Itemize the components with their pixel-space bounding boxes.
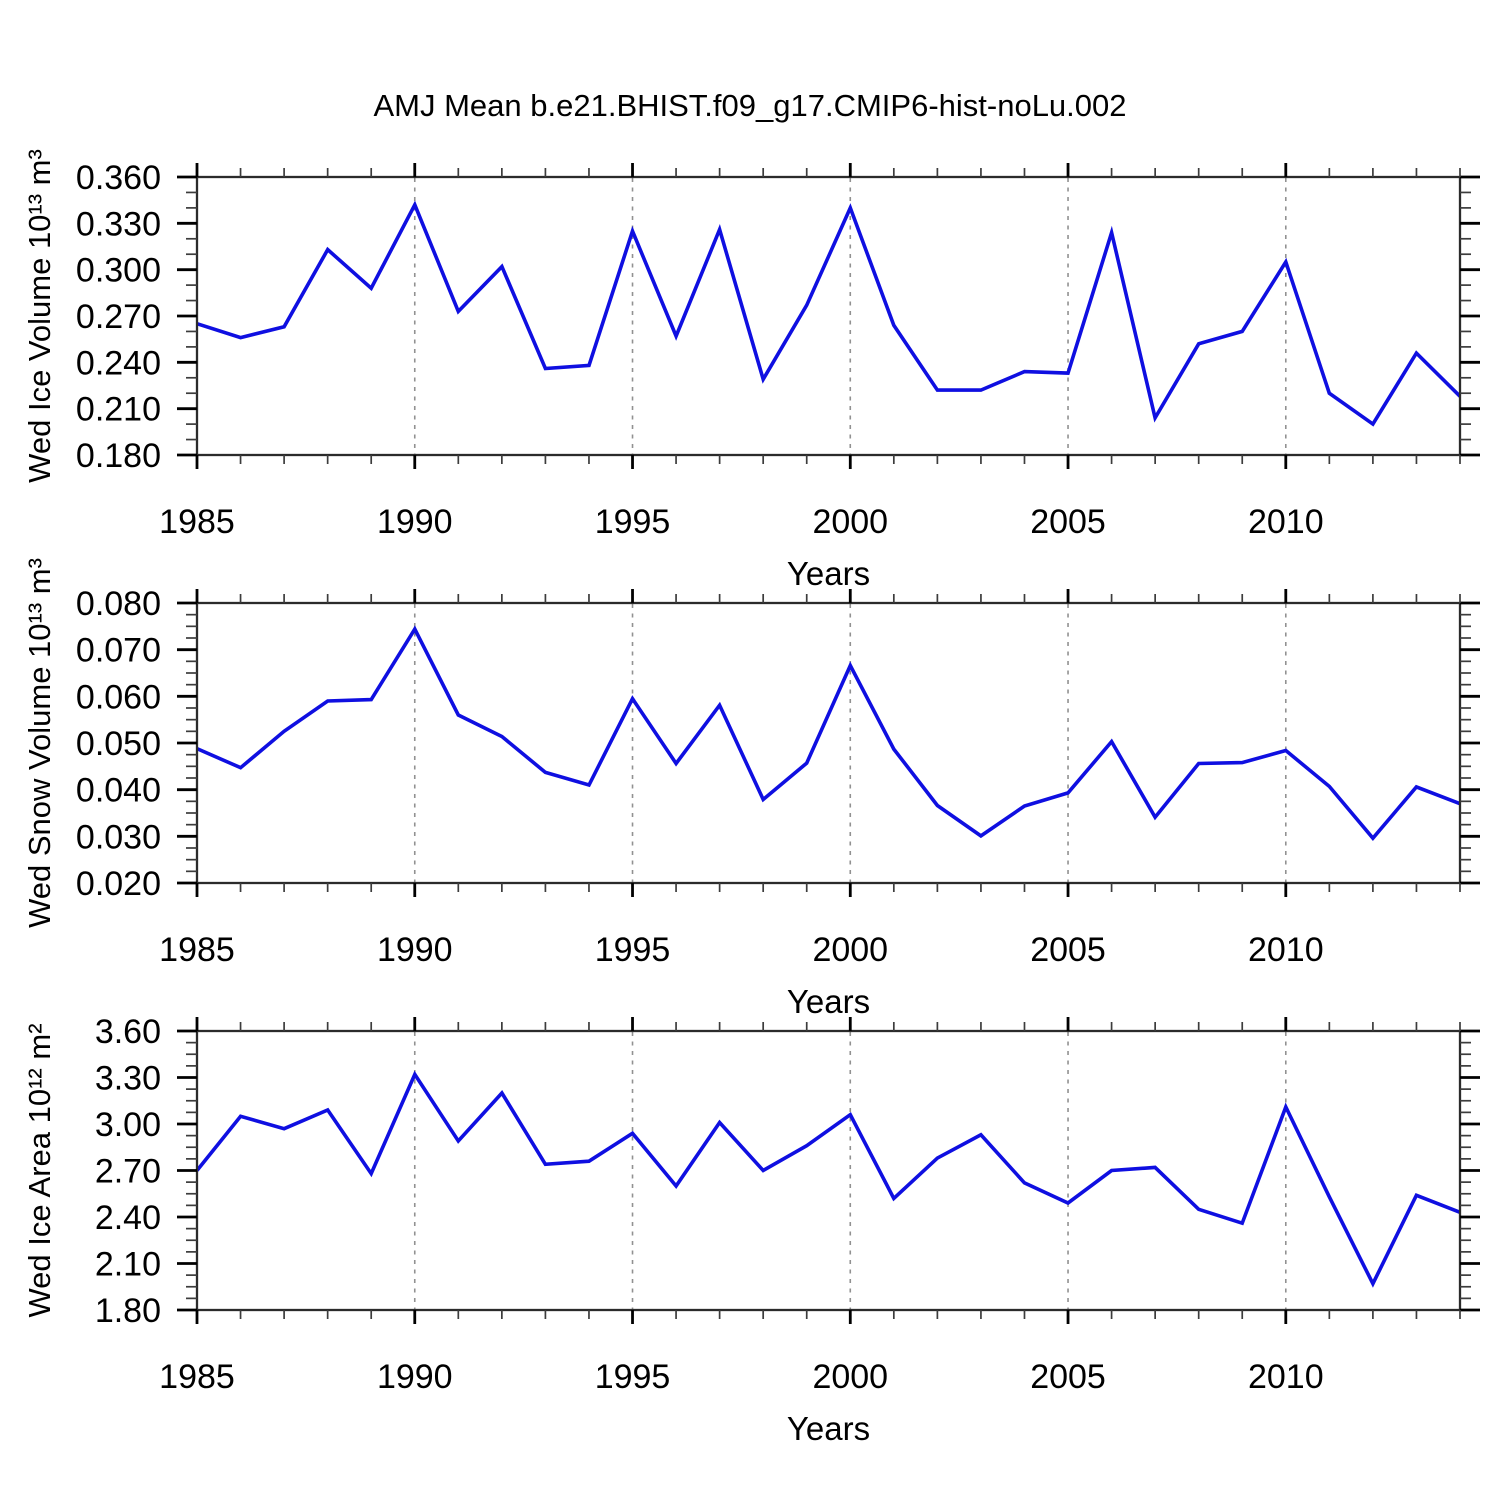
y-tick-label: 0.330 bbox=[76, 205, 161, 243]
y-tick-label: 0.040 bbox=[76, 772, 161, 810]
y-tick-label: 2.70 bbox=[95, 1153, 161, 1191]
x-tick-label: 2000 bbox=[812, 931, 888, 969]
x-axis: 1985 1990 1995 2000 2005 2010 Years bbox=[159, 1017, 1461, 1447]
x-tick-label: 2010 bbox=[1248, 1358, 1324, 1396]
x-tick-label: 1990 bbox=[377, 1358, 453, 1396]
series-line bbox=[195, 1070, 1461, 1288]
x-axis: 1985 1990 1995 2000 2005 2010 Years bbox=[159, 589, 1461, 1020]
y-tick-label: 0.060 bbox=[76, 678, 161, 716]
gridlines bbox=[413, 178, 1287, 454]
y-tick-label: 0.070 bbox=[76, 632, 161, 670]
y-axis: 1.80 2.10 2.40 2.70 3.00 3.30 3.60 bbox=[95, 1013, 1480, 1330]
x-axis-title: Years bbox=[787, 983, 870, 1020]
plot-border bbox=[195, 1029, 1462, 1312]
y-tick-label: 2.40 bbox=[95, 1199, 161, 1237]
x-tick-label: 1985 bbox=[159, 931, 235, 969]
y-tick-label: 1.80 bbox=[95, 1292, 161, 1330]
x-tick-label: 2005 bbox=[1030, 931, 1106, 969]
x-axis-title: Years bbox=[787, 1410, 870, 1447]
gridlines bbox=[413, 1032, 1287, 1309]
y-axis-title: Wed Snow Volume 10¹³ m³ bbox=[22, 558, 57, 928]
x-tick-label: 2000 bbox=[812, 1358, 888, 1396]
x-tick-label: 1995 bbox=[595, 931, 671, 969]
x-tick-label: 1995 bbox=[595, 503, 671, 541]
y-axis: 0.020 0.030 0.040 0.050 0.060 0.070 0.080 bbox=[76, 585, 1480, 903]
y-tick-label: 3.30 bbox=[95, 1060, 161, 1098]
x-tick-label: 2005 bbox=[1030, 503, 1106, 541]
y-tick-label: 0.240 bbox=[76, 344, 161, 382]
series-line bbox=[196, 625, 1461, 841]
x-tick-label: 1985 bbox=[159, 503, 235, 541]
page-title: AMJ Mean b.e21.BHIST.f09_g17.CMIP6-hist-… bbox=[373, 88, 1127, 123]
y-tick-label: 0.270 bbox=[76, 298, 161, 336]
x-axis-title: Years bbox=[787, 555, 870, 592]
y-tick-label: 2.10 bbox=[95, 1246, 161, 1284]
x-tick-label: 2005 bbox=[1030, 1358, 1106, 1396]
x-tick-label: 2010 bbox=[1248, 503, 1324, 541]
y-axis-title: Wed Ice Volume 10¹³ m³ bbox=[22, 149, 57, 483]
series-line bbox=[196, 200, 1462, 427]
y-tick-label: 0.180 bbox=[76, 437, 161, 475]
gridlines bbox=[413, 604, 1287, 882]
y-tick-label: 3.60 bbox=[95, 1013, 161, 1051]
x-tick-label: 1990 bbox=[377, 931, 453, 969]
y-tick-label: 0.360 bbox=[76, 159, 161, 197]
plot-border bbox=[195, 175, 1462, 457]
y-tick-label: 0.080 bbox=[76, 585, 161, 623]
x-tick-label: 1990 bbox=[377, 503, 453, 541]
plot-border bbox=[195, 601, 1462, 885]
y-tick-label: 3.00 bbox=[95, 1106, 161, 1144]
x-tick-label: 1995 bbox=[595, 1358, 671, 1396]
panel-wed-ice-area: 1.80 2.10 2.40 2.70 3.00 3.30 3.60 1985 1990 1995… bbox=[22, 1013, 1480, 1447]
x-tick-label: 2000 bbox=[812, 503, 888, 541]
y-axis-title: Wed Ice Area 10¹² m² bbox=[22, 1023, 57, 1317]
x-axis: 1985 1990 1995 2000 2005 2010 Years bbox=[159, 163, 1461, 592]
x-tick-label: 2010 bbox=[1248, 931, 1324, 969]
y-tick-label: 0.030 bbox=[76, 818, 161, 856]
y-tick-label: 0.210 bbox=[76, 391, 161, 429]
y-tick-label: 0.020 bbox=[76, 865, 161, 903]
y-axis: 0.180 0.210 0.240 0.270 0.300 0.330 0.360 bbox=[76, 159, 1480, 475]
x-tick-label: 1985 bbox=[159, 1358, 235, 1396]
y-tick-label: 0.050 bbox=[76, 725, 161, 763]
y-tick-label: 0.300 bbox=[76, 252, 161, 290]
